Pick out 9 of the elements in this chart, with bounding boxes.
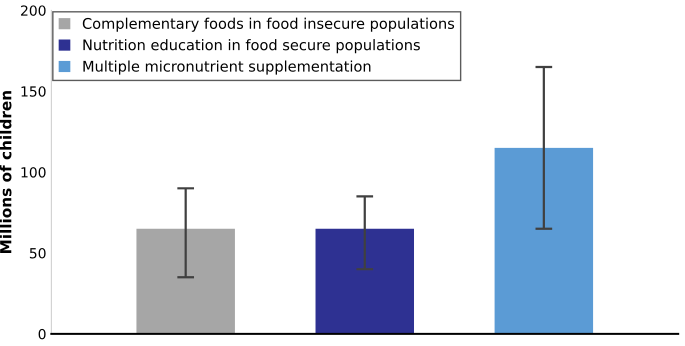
legend-label: Complementary foods in food insecure populations (82, 18, 454, 32)
y-tick-label: 0 (38, 328, 46, 340)
y-tick-label: 200 (21, 5, 46, 16)
legend-label: Multiple micronutrient supplementation (83, 60, 370, 75)
y-axis-title: Millions of children (0, 91, 12, 253)
y-tick-label: 150 (22, 86, 46, 97)
legend-label: Nutrition education in food secure populations (83, 39, 420, 54)
y-tick-label: 50 (30, 248, 46, 258)
y-tick-label: 100 (22, 167, 46, 178)
